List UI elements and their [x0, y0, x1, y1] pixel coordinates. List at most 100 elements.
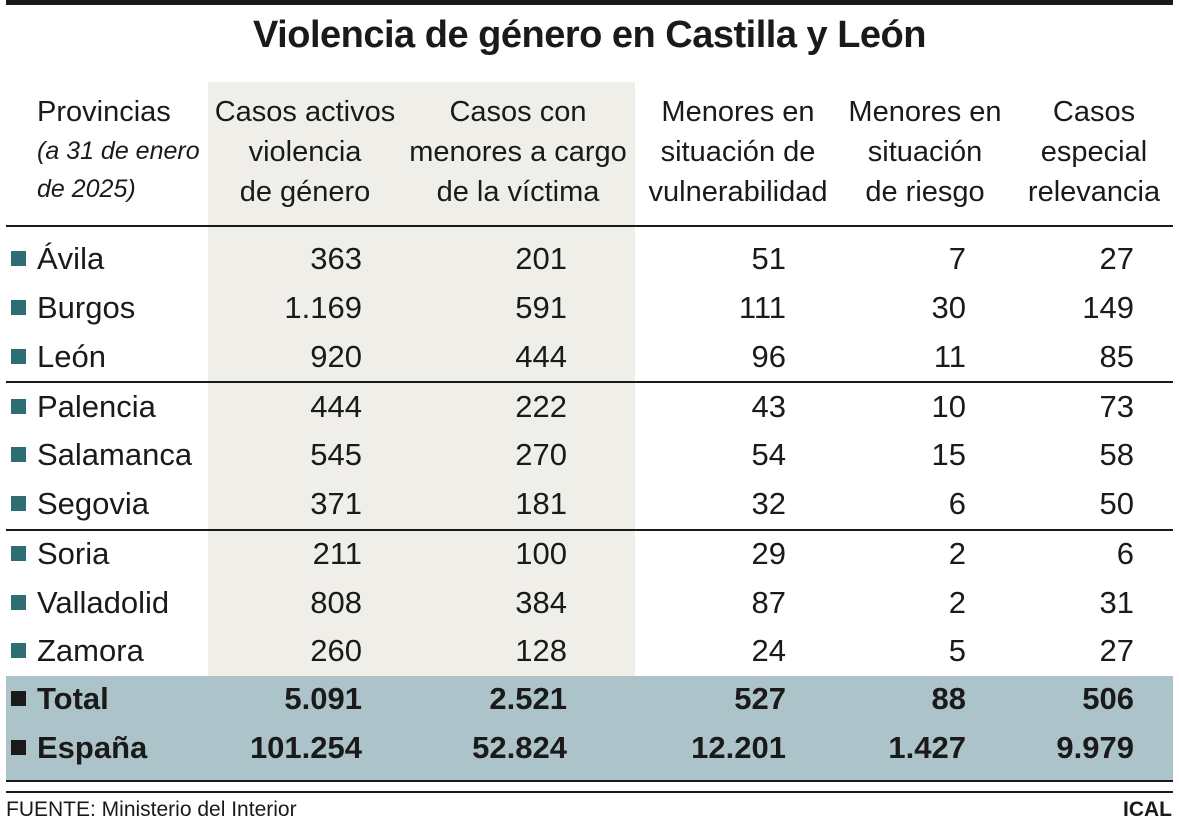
row-label: Salamanca — [37, 437, 193, 472]
table-cell: 11 — [933, 339, 966, 374]
table-cell: 591 — [515, 290, 567, 325]
header-line: de riesgo — [865, 176, 985, 208]
table-cell: 7 — [948, 241, 966, 276]
table-cell: 87 — [751, 585, 786, 620]
table-cell: 920 — [310, 339, 362, 374]
square-bullet-icon — [11, 300, 26, 315]
table-cell: 100 — [515, 536, 567, 571]
row-label: Total — [37, 681, 109, 716]
table-cell: 201 — [515, 241, 567, 276]
header-line: Menores en — [661, 96, 815, 128]
table-cell: 270 — [515, 437, 567, 472]
table-total-row: Total 5.091 2.521 527 88 506 — [0, 676, 1179, 725]
table-cell: 9.979 — [1056, 730, 1134, 765]
header-date-note-1: (a 31 de enero — [37, 137, 200, 165]
table-cell: 260 — [310, 633, 362, 668]
source-note: FUENTE: Ministerio del Interior — [6, 798, 297, 821]
square-bullet-icon — [11, 447, 26, 462]
group-divider — [6, 381, 1173, 383]
footer-rule — [6, 791, 1173, 793]
square-bullet-icon — [11, 740, 26, 755]
header-date-note-2: de 2025) — [37, 175, 136, 203]
top-rule — [6, 0, 1173, 5]
square-bullet-icon — [11, 595, 26, 610]
table-cell: 128 — [515, 633, 567, 668]
table-cell: 29 — [751, 536, 786, 571]
table-cell: 545 — [310, 437, 362, 472]
header-line: violencia — [248, 136, 362, 168]
row-label: Segovia — [37, 486, 150, 521]
table-cell: 30 — [931, 290, 966, 325]
header-line: especial — [1040, 136, 1148, 168]
table-row: Ávila 363 201 51 7 27 — [0, 236, 1179, 285]
table-cell: 10 — [931, 389, 966, 424]
table-cell: 54 — [751, 437, 786, 472]
table-cell: 31 — [1099, 585, 1134, 620]
table-cell: 6 — [1116, 536, 1134, 571]
table-cell: 2.521 — [489, 681, 567, 716]
header-especial-relevancia: Casos especial relevancia — [1016, 92, 1172, 212]
table-cell: 808 — [310, 585, 362, 620]
header-line: Menores en — [848, 96, 1002, 128]
table-cell: 211 — [312, 536, 362, 571]
table-cell: 1.169 — [284, 290, 362, 325]
table-cell: 12.201 — [691, 730, 786, 765]
table-cell: 24 — [751, 633, 786, 668]
table-cell: 96 — [751, 339, 786, 374]
table-row: Zamora 260 128 24 5 27 — [0, 628, 1179, 677]
row-label: Ávila — [37, 241, 105, 276]
row-label: Zamora — [37, 633, 144, 668]
table-cell: 444 — [515, 339, 567, 374]
table-cell: 52.824 — [472, 730, 567, 765]
table-cell: 5 — [948, 633, 966, 668]
header-provincias-label: Provincias — [37, 96, 171, 128]
table-row: Palencia 444 222 43 10 73 — [0, 384, 1179, 433]
header-line: Casos — [1052, 96, 1136, 128]
square-bullet-icon — [11, 643, 26, 658]
chart-title: Violencia de género en Castilla y León — [253, 14, 926, 56]
table-cell: 27 — [1099, 241, 1134, 276]
header-line: menores a cargo — [409, 136, 627, 168]
table-cell: 85 — [1099, 339, 1134, 374]
header-line: situación de — [660, 136, 816, 168]
table-cell: 111 — [738, 290, 786, 325]
table-cell: 1.427 — [888, 730, 966, 765]
table-row: Valladolid 808 384 87 2 31 — [0, 580, 1179, 629]
table-row: León 920 444 96 11 85 — [0, 334, 1179, 383]
row-label: Valladolid — [37, 585, 170, 620]
table-cell: 15 — [931, 437, 966, 472]
table-cell: 88 — [931, 681, 966, 716]
row-label: Soria — [37, 536, 110, 571]
table-cell: 73 — [1099, 389, 1134, 424]
highlighted-columns-background — [208, 82, 635, 676]
header-casos-menores: Casos con menores a cargo de la víctima — [404, 92, 632, 212]
square-bullet-icon — [11, 546, 26, 561]
header-line: situación — [867, 136, 983, 168]
table-cell: 149 — [1082, 290, 1134, 325]
agency-logo: ICAL — [1123, 798, 1172, 821]
row-label: España — [37, 730, 148, 765]
header-rule — [6, 225, 1173, 227]
group-divider — [6, 529, 1173, 531]
row-label: Palencia — [37, 389, 156, 424]
square-bullet-icon — [11, 691, 26, 706]
header-vulnerabilidad: Menores en situación de vulnerabilidad — [640, 92, 836, 212]
table-cell: 363 — [310, 241, 362, 276]
header-casos-activos: Casos activos violencia de género — [208, 92, 402, 212]
table-cell: 444 — [310, 389, 362, 424]
table-cell: 384 — [515, 585, 567, 620]
row-label: León — [37, 339, 106, 374]
totals-band — [6, 676, 1173, 780]
header-riesgo: Menores en situación de riesgo — [842, 92, 1008, 212]
table-cell: 51 — [751, 241, 786, 276]
table-row: Burgos 1.169 591 111 30 149 — [0, 285, 1179, 334]
header-provincias: Provincias (a 31 de enero de 2025) — [37, 92, 207, 208]
table-cell: 5.091 — [284, 681, 362, 716]
square-bullet-icon — [11, 251, 26, 266]
table-cell: 58 — [1099, 437, 1134, 472]
header-line: Casos activos — [214, 96, 396, 128]
table-cell: 27 — [1099, 633, 1134, 668]
table-row: Soria 211 100 29 2 6 — [0, 531, 1179, 580]
table-cell: 101.254 — [249, 730, 362, 765]
table-row: Salamanca 545 270 54 15 58 — [0, 432, 1179, 481]
